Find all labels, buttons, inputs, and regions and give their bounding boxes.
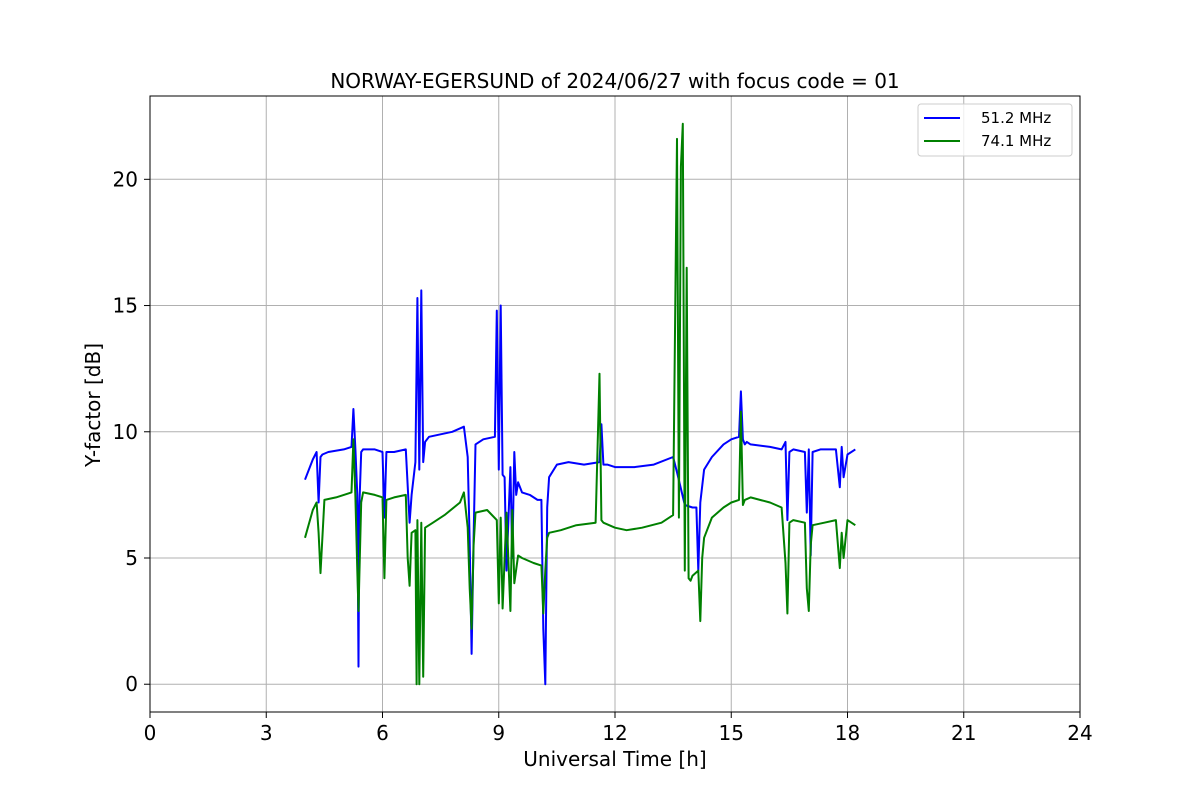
x-tick-label: 18 [835, 721, 860, 745]
x-tick-label: 3 [260, 721, 273, 745]
y-tick-label: 20 [113, 167, 138, 191]
y-tick-label: 5 [125, 546, 138, 570]
x-tick-label: 0 [144, 721, 157, 745]
chart-title: NORWAY-EGERSUND of 2024/06/27 with focus… [330, 69, 899, 93]
x-tick-label: 6 [376, 721, 389, 745]
series-line-74-1-mhz [304, 122, 856, 686]
x-axis-label: Universal Time [h] [523, 747, 706, 771]
x-tick-label: 9 [492, 721, 505, 745]
y-tick-label: 15 [113, 294, 138, 318]
y-tick-label: 10 [113, 420, 138, 444]
x-tick-label: 24 [1067, 721, 1092, 745]
legend-entry-label: 74.1 MHz [981, 132, 1051, 150]
legend-entry-label: 51.2 MHz [981, 109, 1051, 127]
x-tick-label: 21 [951, 721, 976, 745]
series-line-51-2-mhz [304, 289, 856, 686]
x-tick-label: 12 [602, 721, 627, 745]
series-layer [304, 122, 856, 686]
y-tick-label: 0 [125, 672, 138, 696]
ticks: 0 3 6 9 12 15 18 21 24 0 5 10 15 20 [113, 167, 1093, 745]
legend: 51.2 MHz 74.1 MHz [917, 103, 1073, 157]
y-axis-label: Y-factor [dB] [81, 343, 105, 468]
x-tick-label: 15 [719, 721, 744, 745]
